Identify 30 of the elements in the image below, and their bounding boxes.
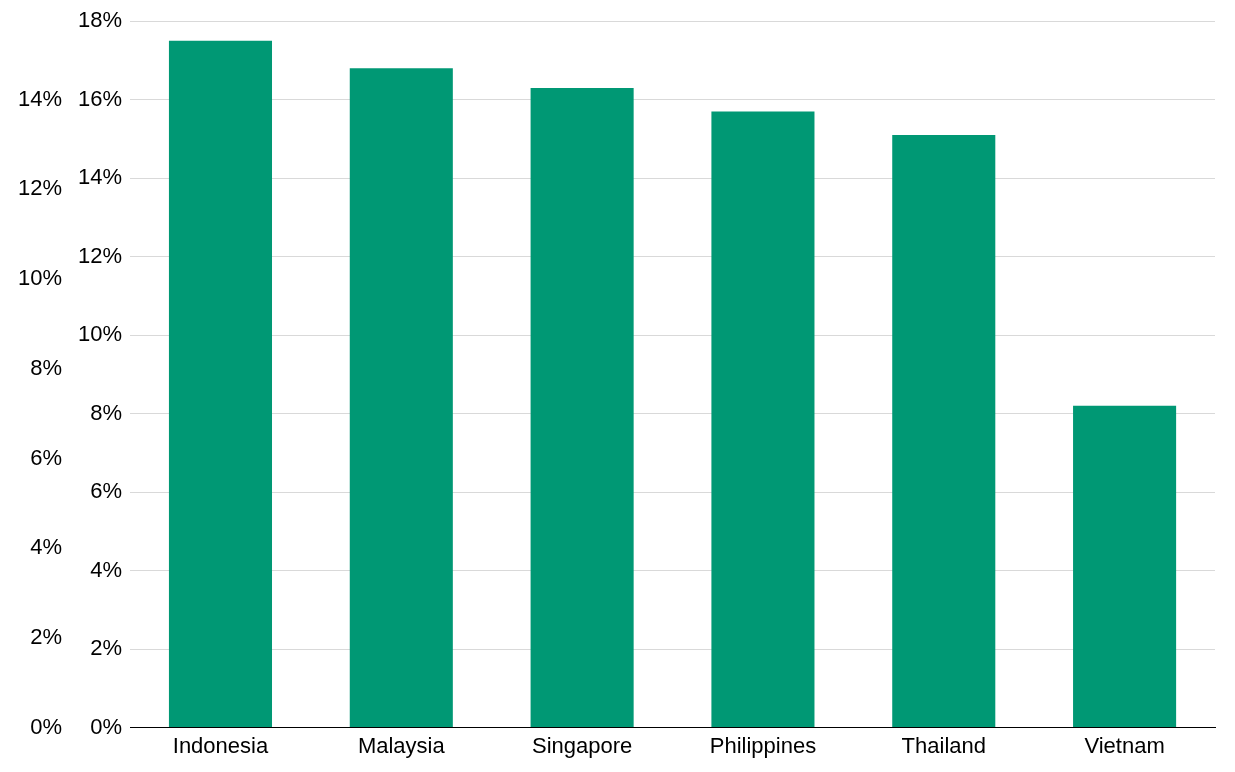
bar xyxy=(711,111,815,728)
x-tick-label: Singapore xyxy=(531,732,633,758)
y-tick-label: 2% xyxy=(90,635,123,661)
x-tick-label: Vietnam xyxy=(1084,732,1165,758)
y2-tick-label: 6% xyxy=(30,444,63,470)
bar xyxy=(168,40,273,728)
bar xyxy=(1073,405,1177,728)
bar xyxy=(892,135,996,728)
y-tick-label: 18% xyxy=(78,7,123,33)
y-tick-label: 12% xyxy=(78,242,123,268)
y2-tick-label: 4% xyxy=(30,534,63,560)
y-tick-label: 16% xyxy=(78,85,123,111)
bar xyxy=(530,87,634,728)
y-tick-label: 0% xyxy=(90,713,123,739)
x-tick-label: Malaysia xyxy=(357,732,446,758)
y2-tick-label: 0% xyxy=(30,713,63,739)
y2-tick-label: 2% xyxy=(30,623,63,649)
y2-tick-label: 14% xyxy=(17,85,63,111)
y2-tick-label: 12% xyxy=(17,175,63,201)
x-tick-label: Indonesia xyxy=(172,732,269,758)
y-tick-label: 8% xyxy=(90,399,123,425)
x-tick-label: Thailand xyxy=(901,732,986,758)
y-tick-label: 14% xyxy=(78,164,123,190)
x-tick-label: Philippines xyxy=(709,732,817,758)
bar xyxy=(349,68,453,728)
y-tick-label: 10% xyxy=(78,321,123,347)
y-tick-label: 6% xyxy=(90,478,123,504)
y2-tick-label: 8% xyxy=(30,354,63,380)
y2-tick-label: 10% xyxy=(17,265,63,291)
y-tick-label: 4% xyxy=(90,556,123,582)
